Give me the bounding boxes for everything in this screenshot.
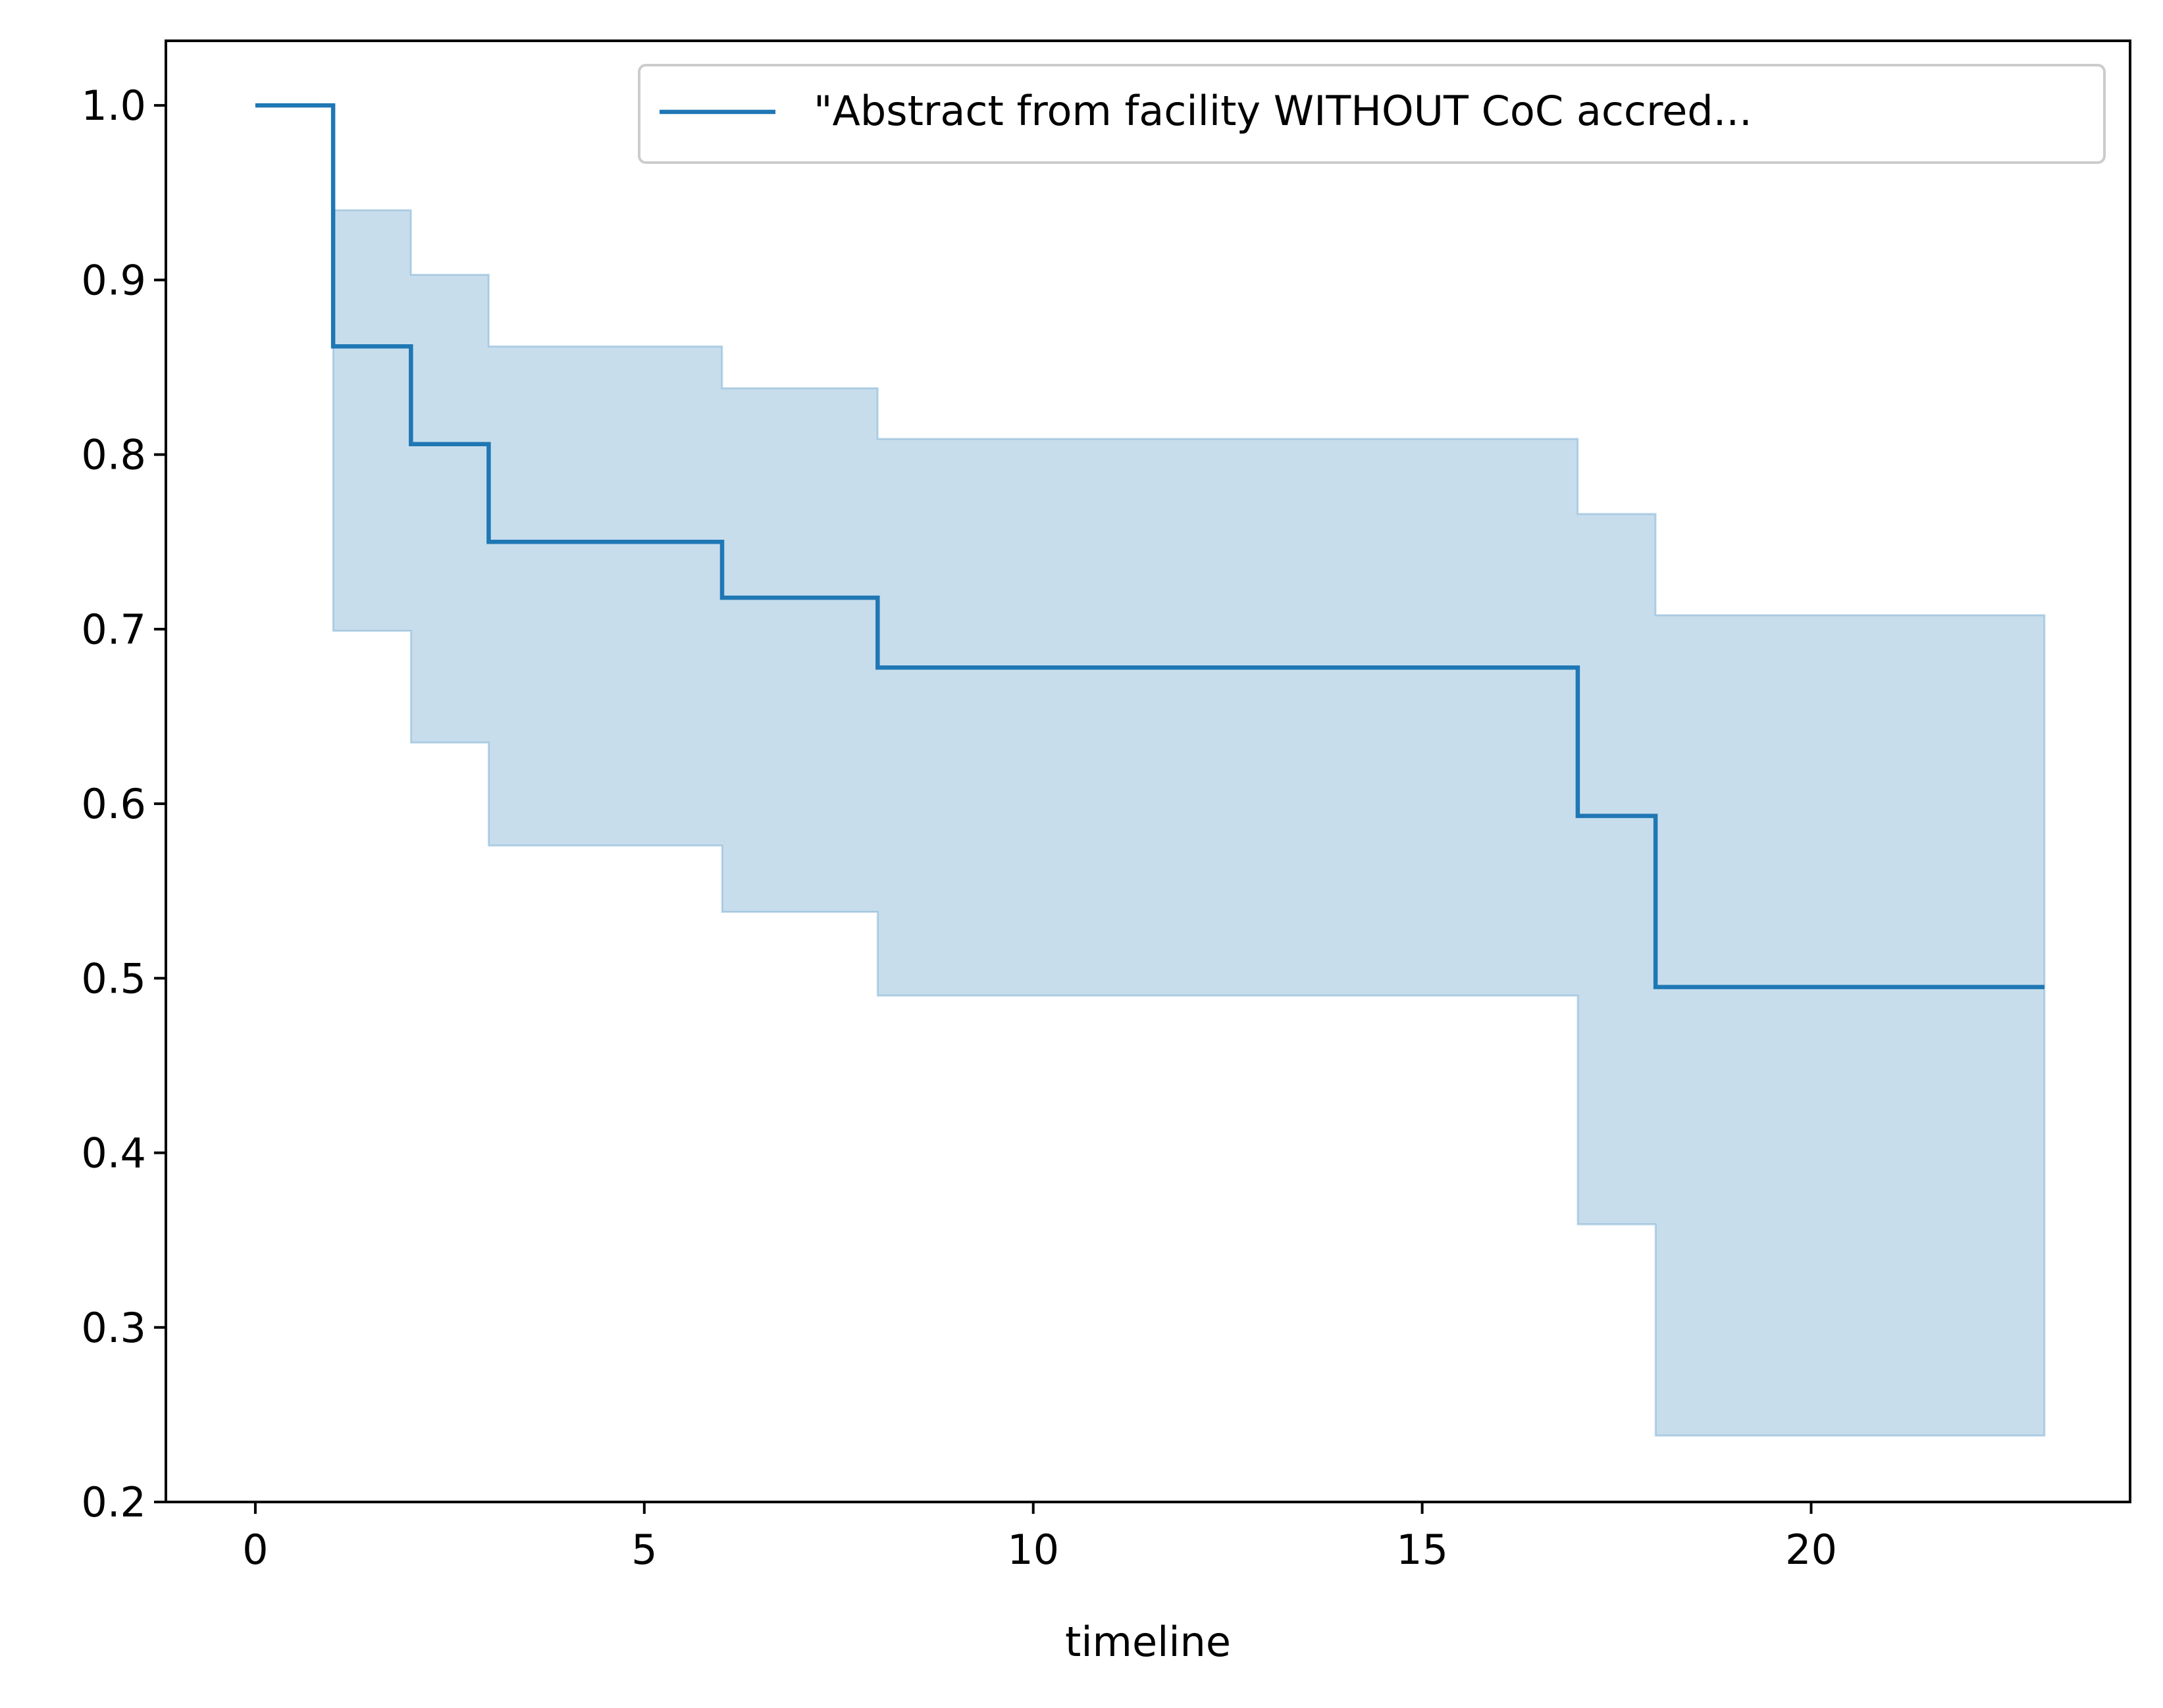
y-tick-label: 0.3 <box>81 1304 146 1352</box>
x-tick-label: 20 <box>1785 1526 1837 1574</box>
legend: "Abstract from facility WITHOUT CoC accr… <box>638 64 2106 164</box>
plot-area-frame <box>165 39 2131 1503</box>
confidence-band-layer <box>255 104 2046 1437</box>
y-tick-label: 0.5 <box>81 954 146 1002</box>
y-tick-label: 0.2 <box>81 1478 146 1526</box>
x-tick-label: 0 <box>242 1526 268 1574</box>
y-tick-label: 0.9 <box>81 256 146 304</box>
x-axis-label: timeline <box>1065 1618 1231 1666</box>
x-tick-label: 5 <box>631 1526 657 1574</box>
legend-label: "Abstract from facility WITHOUT CoC accr… <box>814 87 1752 135</box>
survival-line-layer <box>255 103 2045 989</box>
y-axis: 0.2 0.3 0.4 0.5 0.6 0.7 0.8 0.9 1.0 <box>81 82 166 1526</box>
x-axis: 0 5 10 15 20 <box>242 1502 1837 1574</box>
legend-box <box>638 64 2106 164</box>
survival-line-0 <box>255 103 2045 989</box>
x-tick-label: 10 <box>1007 1526 1059 1574</box>
y-tick-label: 1.0 <box>81 82 146 130</box>
y-tick-label: 0.6 <box>81 780 146 828</box>
y-tick-label: 0.7 <box>81 606 146 654</box>
x-tick-label: 15 <box>1396 1526 1448 1574</box>
y-tick-label: 0.8 <box>81 431 146 479</box>
y-tick-label: 0.4 <box>81 1129 146 1177</box>
confidence-band-0 <box>255 104 2046 1437</box>
